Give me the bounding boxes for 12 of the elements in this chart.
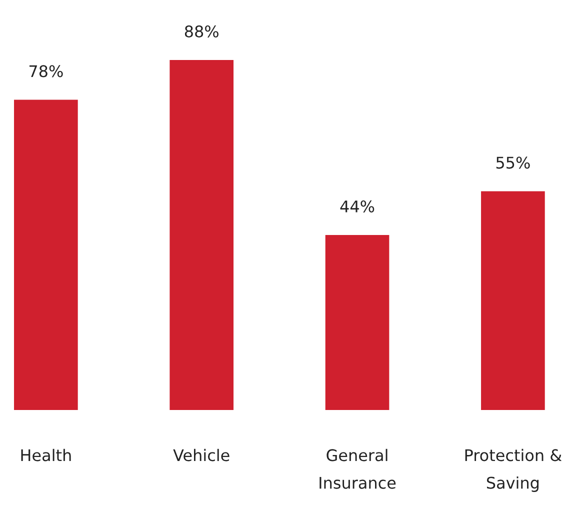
data-label: 78% [29, 65, 63, 78]
x-tick-label: General Insurance [320, 448, 396, 489]
data-label: 44% [340, 200, 374, 212]
bar [481, 191, 545, 410]
x-tick-label: Protection & Saving [465, 448, 562, 492]
bar [14, 100, 78, 410]
x-tick-label: Health [21, 448, 71, 462]
data-label: 88% [184, 25, 218, 38]
bar [170, 60, 234, 410]
data-label: 55% [496, 156, 530, 169]
bar [325, 235, 390, 410]
x-tick-label: Vehicle [173, 448, 230, 462]
